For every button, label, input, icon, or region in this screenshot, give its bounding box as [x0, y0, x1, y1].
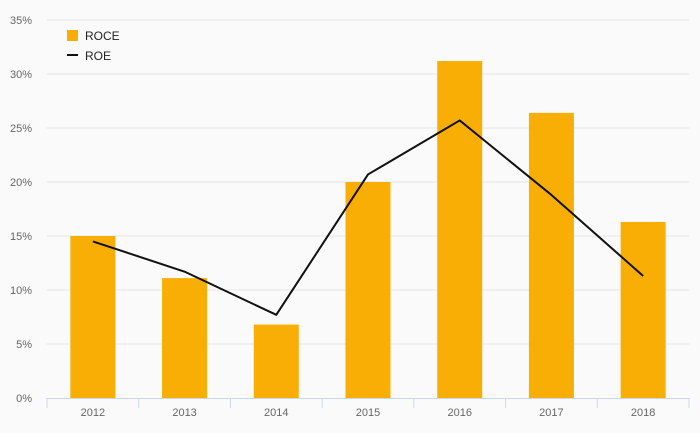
legend: ROCE ROE	[67, 29, 120, 63]
y-tick-label: 10%	[10, 285, 32, 297]
bar-roce	[620, 221, 666, 398]
bar-series-roce	[70, 61, 666, 398]
bar-roce	[162, 278, 208, 398]
y-tick-label: 30%	[10, 69, 32, 81]
bar-roce	[437, 61, 483, 398]
x-tick-label: 2017	[539, 407, 563, 419]
bar-roce	[253, 324, 299, 398]
y-tick-label: 25%	[10, 123, 32, 135]
y-tick-label: 15%	[10, 231, 32, 243]
bar-roce	[528, 112, 574, 398]
bar-roce	[70, 236, 116, 398]
y-tick-label: 20%	[10, 177, 32, 189]
line-series-roe	[92, 119, 644, 316]
x-tick-label: 2012	[81, 407, 105, 419]
bar-roce	[345, 182, 391, 398]
x-tick-label: 2015	[356, 407, 380, 419]
y-tick-label: 35%	[10, 15, 32, 27]
x-tick-label: 2018	[631, 407, 655, 419]
x-tick-label: 2013	[172, 407, 196, 419]
legend-swatch-roce	[67, 30, 78, 41]
axes: 0% 5% 10% 15% 20% 25% 30% 35% 2012 2013 2014 2015 20…	[10, 15, 690, 419]
legend-label-roe: ROE	[85, 49, 111, 63]
y-tick-label: 0%	[16, 393, 32, 405]
legend-label-roce: ROCE	[85, 29, 120, 43]
y-tick-label: 5%	[16, 339, 32, 351]
x-tick-label: 2016	[447, 407, 471, 419]
x-tick-label: 2014	[264, 407, 288, 419]
